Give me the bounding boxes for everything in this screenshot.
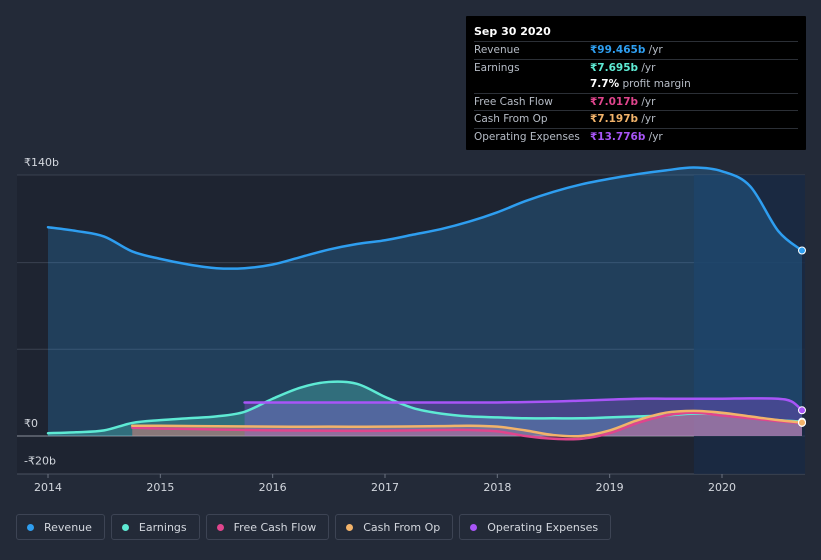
y-tick-label: ₹140b xyxy=(24,156,59,169)
tooltip-row-label: Free Cash Flow xyxy=(474,95,553,108)
tooltip-row-amount: ₹7.017b xyxy=(590,95,639,108)
tooltip-row-value: ₹7.695b /yr xyxy=(590,60,655,77)
legend-dot-icon xyxy=(121,523,129,531)
operating-expenses-line xyxy=(243,397,804,412)
tooltip-row-amount: ₹7.197b xyxy=(590,113,639,126)
tooltip-row-label: Cash From Op xyxy=(474,113,548,126)
tooltip-row-unit: /yr xyxy=(645,130,663,143)
earnings-area xyxy=(48,381,802,436)
x-tick-label: 2018 xyxy=(483,481,511,494)
tooltip-row-unit: /yr xyxy=(638,95,656,108)
revenue-area xyxy=(48,167,802,436)
operating-expenses-endpoint xyxy=(798,406,806,415)
tooltip-row-value: 7.7% profit margin xyxy=(590,76,691,93)
legend-item-free-cash-flow[interactable]: Free Cash Flow xyxy=(205,514,330,540)
revenue-endpoint xyxy=(798,246,806,255)
tooltip-date: Sep 30 2020 xyxy=(474,25,551,38)
y-tick-label: ₹0 xyxy=(24,417,38,430)
legend-item-revenue[interactable]: Revenue xyxy=(16,514,105,540)
x-tick-label: 2019 xyxy=(596,481,624,494)
tooltip-row-amount: ₹99.465b xyxy=(590,44,646,56)
tooltip-rows: Revenue ₹99.465b /yr Earnings ₹7.695b /yr 7.… xyxy=(474,41,798,146)
tooltip-row-value: ₹13.776b /yr xyxy=(590,129,663,146)
x-tick-label: 2020 xyxy=(708,481,736,494)
x-axis-ticks: 2014 2015 2016 2017 2018 2019 2020 xyxy=(34,474,736,494)
tooltip-row-earnings: Earnings ₹7.695b /yr xyxy=(474,58,798,77)
tooltip-row-cash-from-op: Cash From Op ₹7.197b /yr xyxy=(474,110,798,128)
tooltip-row-unit: /yr xyxy=(638,113,656,126)
cash-from-op-line xyxy=(131,409,804,438)
tooltip-row-label: Earnings xyxy=(474,61,520,74)
tooltip-row-value: ₹7.197b /yr xyxy=(590,111,655,128)
tooltip-row-unit: profit margin xyxy=(619,78,691,91)
legend-item-operating-expenses[interactable]: Operating Expenses xyxy=(459,514,612,540)
tooltip-row-amount: ₹13.776b xyxy=(590,130,646,143)
plot-background xyxy=(17,175,805,474)
legend-label: Cash From Op xyxy=(363,520,441,534)
cash-from-op-endpoint xyxy=(798,418,806,427)
legend-dot-icon xyxy=(216,523,224,531)
legend-dot-icon xyxy=(470,523,478,531)
chart-legend: Revenue Earnings Free Cash Flow Cash From O… xyxy=(16,514,612,542)
series-lines xyxy=(46,166,804,441)
legend-dot-icon xyxy=(27,523,34,531)
legend-label: Free Cash Flow xyxy=(233,520,317,534)
revenue-line xyxy=(46,166,804,270)
free-cash-flow-area xyxy=(132,412,802,440)
legend-label: Revenue xyxy=(44,520,92,534)
x-tick-label: 2016 xyxy=(259,481,287,494)
tooltip-row-value: ₹7.017b /yr xyxy=(590,94,655,111)
legend-item-cash-from-op[interactable]: Cash From Op xyxy=(335,514,454,540)
tooltip-row-profit-margin: 7.7% profit margin xyxy=(474,76,798,93)
x-tick-label: 2017 xyxy=(371,481,399,494)
tooltip-row-unit: /yr xyxy=(638,61,656,74)
legend-item-earnings[interactable]: Earnings xyxy=(110,514,200,540)
legend-label: Earnings xyxy=(138,520,187,534)
tooltip-row-label: Operating Expenses xyxy=(474,130,580,143)
tooltip-row-value: ₹99.465b /yr xyxy=(590,42,663,59)
gridlines xyxy=(17,174,805,475)
y-axis-ticks: ₹140b ₹0 -₹20b xyxy=(24,156,59,467)
tooltip-row-amount: 7.7% xyxy=(590,78,620,91)
highlight-region xyxy=(693,175,805,474)
tooltip-row-label xyxy=(474,76,590,93)
tooltip-row-free-cash-flow: Free Cash Flow ₹7.017b /yr xyxy=(474,92,798,111)
tooltip-row-label: Revenue xyxy=(474,44,520,56)
x-tick-label: 2015 xyxy=(146,481,174,494)
tooltip-row-unit: /yr xyxy=(645,44,663,56)
data-tooltip: Sep 30 2020 Revenue ₹99.465b /yr Earnings ₹… xyxy=(466,16,806,150)
legend-dot-icon xyxy=(346,523,354,531)
forecast-highlight-region xyxy=(693,175,805,474)
legend-label: Operating Expenses xyxy=(487,520,599,534)
tooltip-row-amount: ₹7.695b xyxy=(590,61,639,74)
tooltip-row-revenue: Revenue ₹99.465b /yr xyxy=(474,41,798,59)
tooltip-row-operating-expenses: Operating Expenses ₹13.776b /yr xyxy=(474,127,798,146)
y-tick-label: -₹20b xyxy=(24,454,56,467)
x-tick-label: 2014 xyxy=(34,481,62,494)
series-endpoints xyxy=(798,246,806,427)
free-cash-flow-line xyxy=(131,411,804,441)
